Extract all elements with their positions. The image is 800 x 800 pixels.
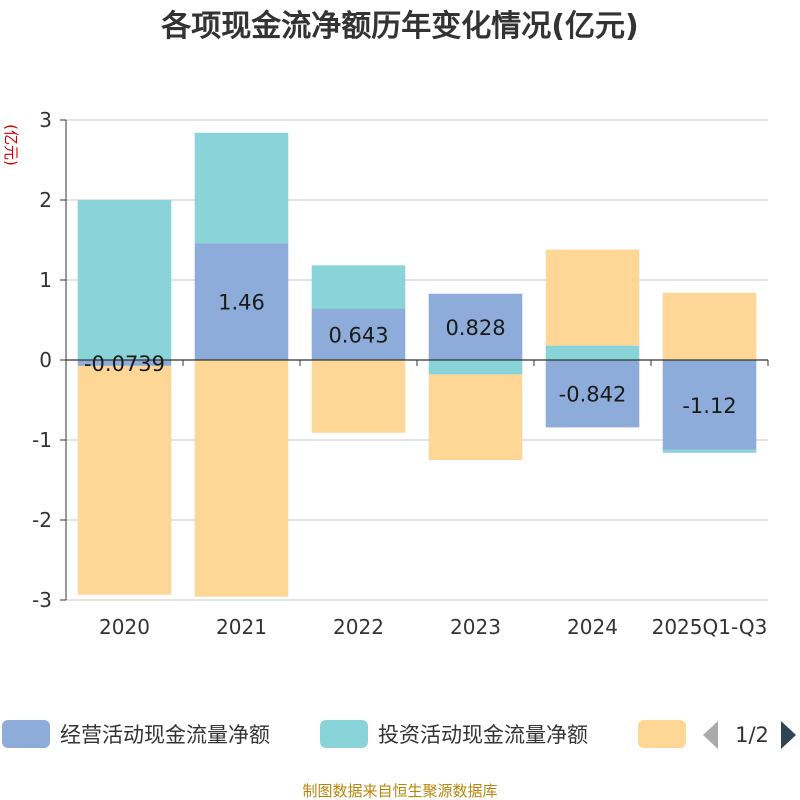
x-category-label: 2024 [567,615,618,639]
bar-operating-2022[interactable] [311,308,406,360]
x-category-label: 2023 [450,615,501,639]
x-category-label: 2021 [216,615,267,639]
bar-financing-2021[interactable] [194,360,289,597]
legend: 经营活动现金流量净额 投资活动现金流量净额 1/2 [2,720,796,749]
grid-lines [66,119,768,601]
y-tick-label: -1 [32,428,52,452]
legend-label-operating[interactable]: 经营活动现金流量净额 [60,723,270,747]
bars-group [77,132,757,597]
axes-group: 3 2 1 0 -1 -2 -3 2020 2021 2022 2023 2024 2025Q1-Q3 [32,108,769,639]
bar-investing-2024[interactable] [545,345,640,360]
bar-investing-2021[interactable] [194,132,289,244]
bar-investing-2022[interactable] [311,265,406,309]
y-tick-label: 1 [39,268,52,292]
x-category-label: 2025Q1-Q3 [652,615,768,639]
y-tick-label: -2 [32,508,52,532]
bar-investing-2020[interactable] [77,200,172,360]
data-labels-group: -0.0739 1.46 0.643 0.828 -0.842 -1.12 [84,291,737,418]
data-label-operating-2020: -0.0739 [84,352,165,376]
data-label-operating-2025Q1-Q3: -1.12 [682,394,736,418]
legend-page-indicator: 1/2 [735,723,769,747]
bar-investing-2025Q1-Q3[interactable] [662,449,757,453]
bar-operating-2021[interactable] [194,243,289,360]
y-tick-label: 2 [39,188,52,212]
bar-financing-2022[interactable] [311,360,406,433]
bar-operating-2020[interactable] [77,360,172,366]
legend-prev-page-icon[interactable] [703,721,718,749]
data-label-operating-2021: 1.46 [218,291,265,315]
chart-title: 各项现金流净额历年变化情况(亿元) [160,9,638,44]
bar-financing-2025Q1-Q3[interactable] [662,292,757,360]
legend-label-investing[interactable]: 投资活动现金流量净额 [378,723,588,747]
legend-swatch-operating[interactable] [2,720,50,748]
y-tick-label: -3 [32,588,52,612]
data-label-operating-2023: 0.828 [445,316,505,340]
legend-swatch-financing[interactable] [638,720,686,748]
legend-swatch-investing[interactable] [320,720,368,748]
legend-next-page-icon[interactable] [781,721,796,749]
x-category-label: 2022 [333,615,384,639]
bar-operating-2025Q1-Q3[interactable] [662,360,757,450]
data-label-operating-2022: 0.643 [328,323,388,347]
data-source-note: 制图数据来自恒生聚源数据库 [302,782,497,800]
y-tick-label: 3 [39,108,52,132]
y-axis-unit: (亿元) [2,124,20,166]
bar-operating-2024[interactable] [545,360,640,428]
y-tick-label: 0 [39,348,52,372]
bar-financing-2020[interactable] [77,365,172,595]
x-category-label: 2020 [99,615,150,639]
bar-operating-2023[interactable] [428,293,523,360]
data-label-operating-2024: -0.842 [559,383,627,407]
bar-investing-2023[interactable] [428,360,523,375]
bar-financing-2023[interactable] [428,374,523,460]
bar-financing-2024[interactable] [545,249,640,346]
